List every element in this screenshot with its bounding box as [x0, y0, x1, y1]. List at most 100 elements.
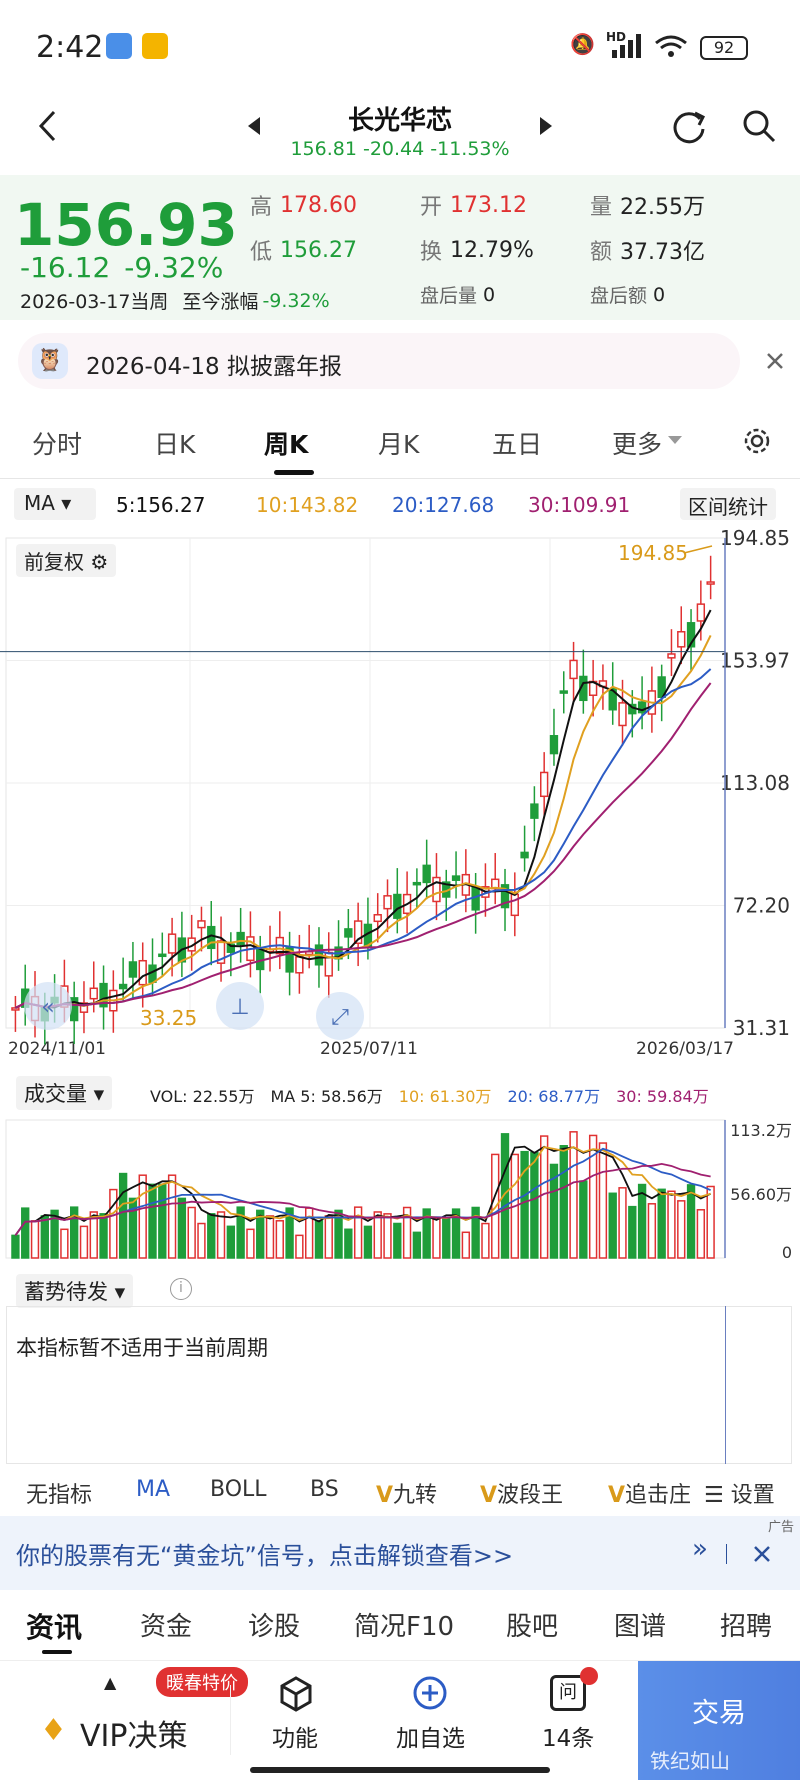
- price-change-row: -16.12 -9.32%: [20, 251, 223, 284]
- tab-monthly-k[interactable]: 月K: [378, 430, 420, 459]
- active-tab-indicator: [274, 470, 314, 475]
- tab-funds[interactable]: 资金: [140, 1612, 193, 1642]
- tab-weekly-k[interactable]: 周K: [264, 430, 309, 459]
- battery-indicator: 92: [700, 36, 748, 60]
- ad-close-icon[interactable]: [752, 1544, 772, 1564]
- tab-forum[interactable]: 股吧: [506, 1612, 559, 1642]
- tab-daily-k[interactable]: 日K: [154, 430, 196, 459]
- home-indicator: [250, 1767, 550, 1773]
- volume-bar: [79, 1225, 89, 1259]
- tab-more[interactable]: 更多: [612, 430, 663, 459]
- next-stock-icon[interactable]: [538, 115, 554, 137]
- volume-chart[interactable]: 113.2万 56.60万 0: [0, 1112, 800, 1262]
- signal-icon: [612, 34, 641, 58]
- vol-ma30: 30: 59.84万: [616, 1087, 709, 1106]
- adjust-selector[interactable]: 前复权 ⚙: [16, 544, 117, 577]
- range-stats-button[interactable]: 区间统计: [680, 488, 776, 520]
- ind-none[interactable]: 无指标: [26, 1483, 93, 1508]
- ask-button[interactable]: 问 14条: [508, 1661, 628, 1780]
- volume-bar: [118, 1172, 128, 1259]
- add-watchlist-button[interactable]: 加自选: [370, 1661, 490, 1780]
- ma5-value: 5:156.27: [116, 493, 206, 517]
- tab-intraday[interactable]: 分时: [32, 430, 83, 459]
- ind-zhuijizhuang[interactable]: V追击庄: [608, 1477, 690, 1509]
- tab-news[interactable]: 资讯: [26, 1611, 83, 1644]
- kline-chart[interactable]: 194.85 153.97 113.08 72.20 31.31 2024/11/01 20…: [0, 528, 800, 1088]
- volume-bar: [677, 1200, 686, 1259]
- ask-label: 14条: [542, 1726, 595, 1752]
- volume-bar: [451, 1208, 461, 1259]
- ind-settings-label: 设置: [730, 1483, 775, 1508]
- ma10-value: 10:143.82: [256, 493, 359, 517]
- search-icon[interactable]: [740, 107, 778, 145]
- open-value: 173.12: [450, 192, 527, 218]
- refresh-icon[interactable]: [670, 107, 708, 145]
- volume-bar: [207, 1213, 216, 1259]
- open-label: 开: [420, 195, 443, 220]
- candle-body: [637, 701, 647, 714]
- ind-boduanwang[interactable]: V波段王: [480, 1477, 563, 1509]
- prev-stock-icon[interactable]: [246, 115, 262, 137]
- ind-settings[interactable]: ☰ 设置: [700, 1477, 775, 1509]
- max-price-label: 194.85: [618, 541, 688, 565]
- watermark: 雪球：铁纪如山: [590, 1749, 730, 1773]
- tab-five-day[interactable]: 五日: [492, 430, 543, 459]
- ma-selector[interactable]: MA ▾: [14, 488, 96, 520]
- vip-gem-icon: ♦: [40, 1713, 67, 1748]
- turnover-label: 换: [420, 240, 443, 265]
- double-chevron-icon[interactable]: »: [692, 1534, 708, 1564]
- function-button[interactable]: 功能: [236, 1661, 356, 1780]
- candle-body: [226, 943, 236, 953]
- info-icon[interactable]: i: [170, 1278, 192, 1300]
- volume-bar: [530, 1151, 539, 1259]
- candle-body: [432, 876, 441, 903]
- vip-decision-button[interactable]: ♦ VIP决策: [30, 1661, 230, 1780]
- amount-label: 额: [590, 240, 613, 265]
- y-tick-label: 31.31: [733, 1016, 790, 1040]
- volume-bar: [393, 1222, 402, 1259]
- ind-jiuzhuan[interactable]: V九转: [376, 1477, 437, 1509]
- volume-selector-label: 成交量: [24, 1082, 87, 1106]
- tab-graph[interactable]: 图谱: [614, 1612, 667, 1642]
- after-amount-value: 0: [653, 283, 666, 306]
- candle-body: [373, 914, 382, 923]
- ind-boll[interactable]: BOLL: [210, 1477, 267, 1502]
- trade-button[interactable]: 交易: [638, 1661, 800, 1780]
- volume-bar: [285, 1207, 294, 1259]
- low-value: 156.27: [280, 237, 357, 263]
- volume-selector[interactable]: 成交量 ▾: [16, 1076, 113, 1110]
- ind-jiuzhuan-label: 九转: [393, 1483, 438, 1508]
- candle-body: [569, 659, 578, 680]
- volume-bar: [549, 1163, 559, 1259]
- volume-bar: [422, 1208, 431, 1259]
- low-label: 低: [250, 240, 273, 265]
- cube-icon: [280, 1676, 312, 1712]
- min-price-label: 33.25: [140, 1006, 197, 1030]
- back-icon[interactable]: [36, 109, 60, 143]
- volume-bar: [402, 1206, 412, 1259]
- tab-diagnosis[interactable]: 诊股: [248, 1612, 301, 1642]
- volume-bar: [216, 1211, 226, 1259]
- earnings-notice[interactable]: 🦉 2026-04-18 拟披露年报: [18, 333, 740, 389]
- volume-bar: [236, 1206, 245, 1259]
- volume-bar: [344, 1228, 353, 1259]
- indicator-selector[interactable]: 蓄势待发 ▾: [16, 1274, 134, 1308]
- candle-body: [412, 881, 422, 886]
- volume-bar: [187, 1206, 196, 1259]
- turnover-stat: 换 12.79%: [420, 234, 534, 266]
- ma-line: [14, 668, 712, 1009]
- volume-bar: [363, 1225, 373, 1259]
- ad-banner[interactable]: 你的股票有无“黄金坑”信号，点击解锁查看>> 广告 »: [0, 1516, 800, 1590]
- ind-bs[interactable]: BS: [310, 1477, 339, 1502]
- candle-body: [559, 690, 568, 694]
- ytd-label: 至今涨幅: [182, 291, 259, 313]
- volume-bar: [295, 1234, 304, 1259]
- mute-bell-icon: 🔕: [570, 32, 595, 56]
- volume-bar: [647, 1203, 657, 1259]
- gear-icon[interactable]: [742, 426, 772, 456]
- volume-y-tick: 56.60万: [730, 1185, 792, 1204]
- tab-jobs[interactable]: 招聘: [720, 1612, 773, 1642]
- close-icon[interactable]: [764, 350, 786, 372]
- ind-ma[interactable]: MA: [136, 1477, 171, 1502]
- tab-f10[interactable]: 简况F10: [354, 1612, 455, 1642]
